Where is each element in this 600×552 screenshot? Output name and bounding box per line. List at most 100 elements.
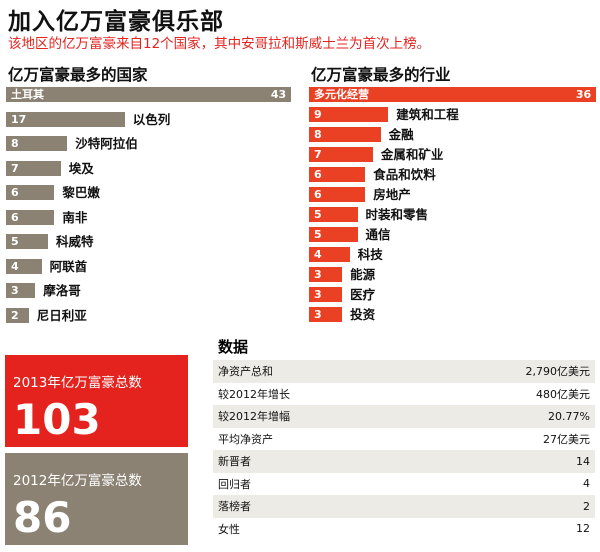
stats-label: 净资产总和: [218, 365, 273, 379]
industry-value: 6: [314, 168, 322, 181]
stats-title: 数据: [218, 338, 249, 356]
stats-row: 较2012年增长 480亿美元: [213, 383, 595, 406]
country-bar: 土耳其 43: [6, 87, 292, 102]
country-value: 6: [11, 186, 19, 199]
industry-value: 7: [314, 148, 322, 161]
stats-row: 落榜者 2: [213, 495, 595, 518]
industry-label: 房地产: [373, 187, 411, 202]
stats-value: 480亿美元: [536, 387, 590, 401]
country-value: 2: [11, 308, 19, 322]
industry-label: 通信: [365, 227, 391, 242]
stats-value: 2,790亿美元: [525, 365, 591, 379]
country-value: 4: [11, 259, 19, 273]
industry-value: 4: [314, 248, 322, 261]
stats-value: 27亿美元: [543, 432, 590, 446]
total-2013-box: 2013年亿万富豪总数 103: [5, 355, 188, 447]
industry-bar: 7: [309, 147, 373, 162]
industry-label: 能源: [350, 267, 376, 282]
country-bar: 6: [6, 185, 55, 200]
country-bar: 8: [6, 136, 68, 151]
stats-row: 较2012年增幅 20.77%: [213, 405, 595, 428]
industry-label: 投资: [350, 307, 376, 322]
stats-label: 落榜者: [218, 500, 251, 514]
industry-label: 医疗: [350, 287, 376, 302]
industry-label: 建筑和工程: [396, 107, 459, 122]
industry-label: 金融: [388, 127, 414, 142]
industry-label: 食品和饮料: [373, 167, 436, 182]
stats-row: 平均净资产 27亿美元: [213, 428, 595, 451]
industry-bar: 3: [309, 287, 343, 302]
industry-bar: 5: [309, 207, 358, 222]
stats-label: 女性: [218, 522, 240, 536]
country-bar: 2: [6, 307, 29, 323]
page-title: 加入亿万富豪俱乐部: [8, 9, 224, 35]
industries-chart-title: 亿万富豪最多的行业: [311, 66, 451, 84]
industry-bar: 多元化经营 36: [309, 87, 597, 102]
industry-value: 5: [314, 208, 322, 221]
industry-value: 3: [314, 268, 322, 281]
stats-row: 女性 12: [213, 518, 595, 541]
industry-bar: 9: [309, 107, 389, 122]
country-value: 5: [11, 235, 19, 248]
stats-value: 12: [576, 522, 590, 536]
country-label: 南非: [62, 209, 88, 225]
industry-bar: 6: [309, 167, 366, 182]
industry-value: 8: [314, 128, 322, 141]
country-value: 17: [11, 112, 27, 126]
industry-bar: 3: [309, 267, 343, 282]
stats-value: 4: [583, 477, 590, 491]
country-bar: 4: [6, 258, 42, 274]
industry-bar: 6: [309, 187, 366, 202]
country-value: 7: [11, 161, 19, 175]
total-2012-box: 2012年亿万富豪总数 86: [5, 453, 188, 545]
stats-label: 新晋者: [218, 455, 251, 469]
stats-value: 14: [576, 454, 590, 468]
stats-label: 平均净资产: [218, 432, 273, 446]
stats-label: 较2012年增长: [218, 387, 290, 401]
stats-row: 回归者 4: [213, 473, 595, 496]
country-value: 43: [270, 88, 287, 101]
stats-row: 净资产总和 2,790亿美元: [213, 360, 595, 383]
stats-row: 新晋者 14: [213, 450, 595, 473]
total-2012-value: 86: [13, 493, 72, 542]
country-value: 8: [11, 137, 19, 150]
country-bar: 5: [6, 234, 48, 249]
country-label: 阿联酋: [49, 258, 88, 274]
industry-label: 时装和零售: [365, 207, 429, 222]
country-label: 埃及: [68, 160, 94, 176]
stats-label: 较2012年增幅: [218, 410, 290, 424]
country-label: 科威特: [56, 234, 94, 249]
industry-value: 6: [314, 188, 322, 201]
total-2013-label: 2013年亿万富豪总数: [13, 375, 142, 391]
stats-value: 2: [583, 499, 590, 513]
industry-value: 36: [575, 88, 592, 101]
country-label: 黎巴嫩: [62, 185, 100, 200]
stats-table: 净资产总和 2,790亿美元较2012年增长 480亿美元较2012年增幅 20.77…: [213, 360, 595, 540]
industry-bar: 3: [309, 307, 343, 322]
country-label: 摩洛哥: [43, 283, 81, 298]
country-bar: 17: [6, 111, 125, 127]
country-bar: 7: [6, 160, 61, 176]
industry-label: 金属和矿业: [380, 147, 444, 162]
industry-label: 多元化经营: [314, 88, 369, 101]
industry-value: 9: [314, 108, 322, 121]
country-label: 沙特阿拉伯: [75, 136, 138, 151]
country-bar: 6: [6, 209, 55, 225]
stats-label: 回归者: [218, 477, 251, 491]
industry-bar: 4: [309, 247, 350, 262]
industry-value: 5: [314, 228, 322, 241]
country-label: 以色列: [132, 111, 171, 127]
subtitle: 该地区的亿万富豪来自12个国家，其中安哥拉和斯威士兰为首次上榜。: [8, 36, 431, 52]
total-2012-label: 2012年亿万富豪总数: [13, 473, 142, 489]
country-label: 土耳其: [11, 88, 44, 101]
industry-value: 3: [314, 288, 322, 301]
industry-label: 科技: [357, 247, 383, 262]
country-label: 尼日利亚: [36, 307, 87, 323]
industry-bar: 5: [309, 227, 358, 242]
industry-value: 3: [314, 308, 322, 321]
countries-chart-title: 亿万富豪最多的国家: [8, 66, 148, 84]
total-2013-value: 103: [13, 395, 101, 444]
country-value: 3: [11, 284, 19, 297]
stats-value: 20.77%: [548, 409, 590, 423]
country-value: 6: [11, 210, 19, 224]
